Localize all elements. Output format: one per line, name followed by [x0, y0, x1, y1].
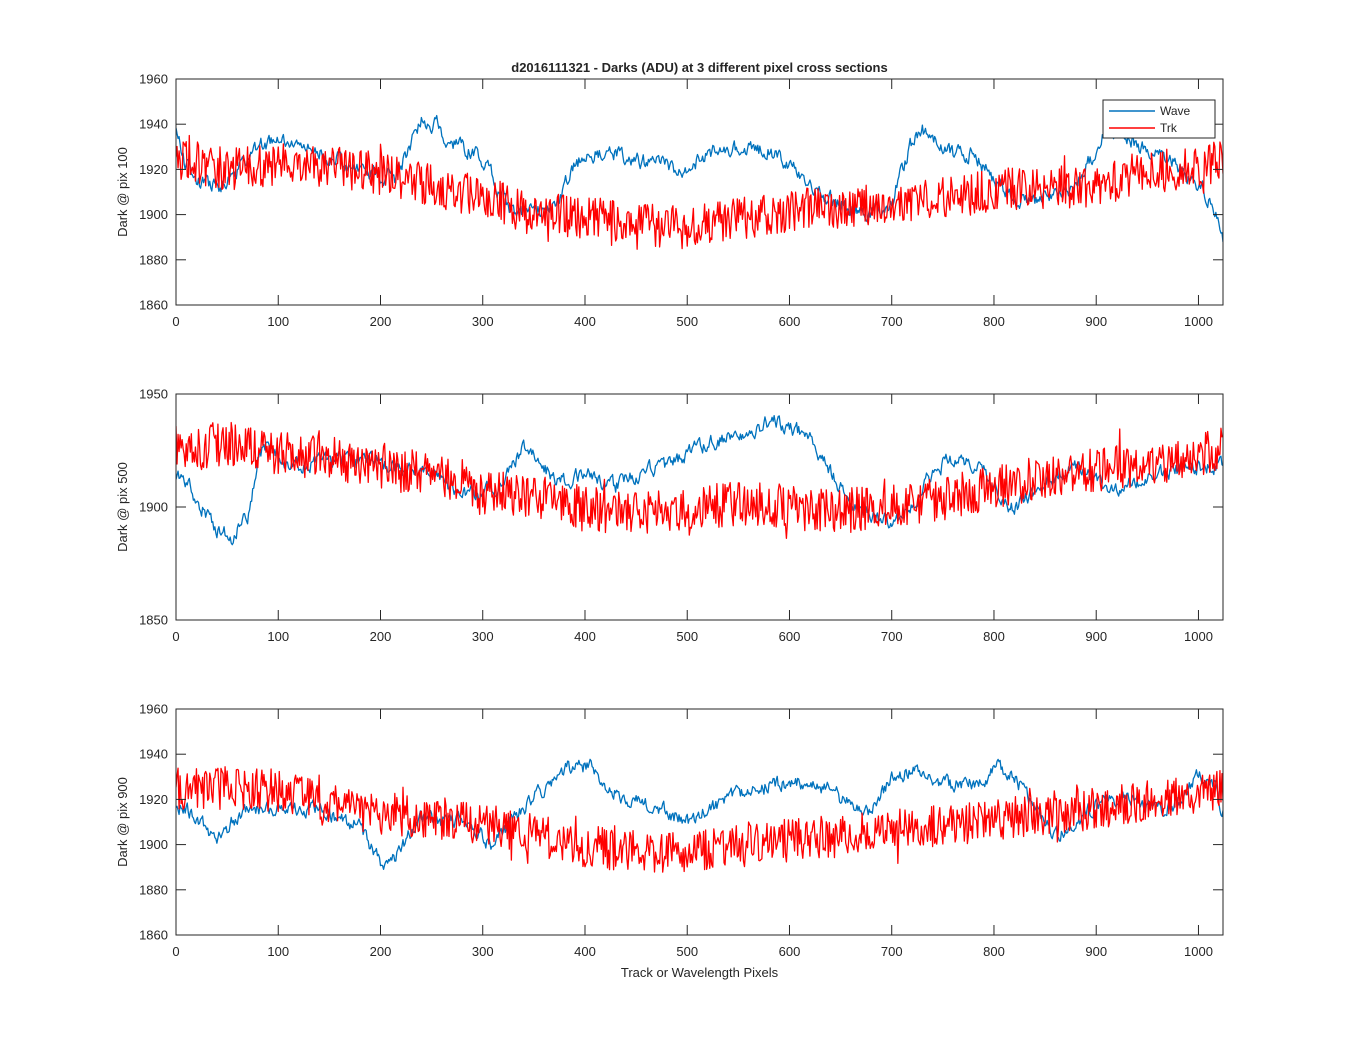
x-tick-label: 600 — [779, 629, 801, 644]
y-tick-label: 1920 — [139, 162, 168, 177]
y-axis-label: Dark @ pix 100 — [115, 147, 130, 237]
y-axis-label: Dark @ pix 500 — [115, 462, 130, 552]
x-tick-label: 200 — [370, 314, 392, 329]
x-tick-label: 1000 — [1184, 314, 1213, 329]
y-tick-label: 1940 — [139, 747, 168, 762]
x-tick-label: 800 — [983, 944, 1005, 959]
x-tick-label: 600 — [779, 314, 801, 329]
y-tick-label: 1920 — [139, 792, 168, 807]
x-tick-label: 1000 — [1184, 944, 1213, 959]
x-tick-label: 0 — [172, 314, 179, 329]
chart-title: d2016111321 - Darks (ADU) at 3 different… — [511, 60, 887, 75]
x-tick-label: 0 — [172, 629, 179, 644]
x-tick-label: 900 — [1085, 629, 1107, 644]
x-tick-label: 200 — [370, 629, 392, 644]
x-tick-label: 700 — [881, 944, 903, 959]
x-tick-label: 800 — [983, 629, 1005, 644]
legend: Wave Trk — [1102, 99, 1216, 139]
x-tick-label: 600 — [779, 944, 801, 959]
legend-label-wave: Wave — [1160, 104, 1191, 118]
x-tick-label: 500 — [676, 629, 698, 644]
x-tick-label: 0 — [172, 944, 179, 959]
y-tick-label: 1850 — [139, 613, 168, 628]
x-tick-label: 900 — [1085, 944, 1107, 959]
y-tick-label: 1900 — [139, 837, 168, 852]
x-tick-label: 100 — [267, 944, 289, 959]
x-axis-label: Track or Wavelength Pixels — [621, 965, 779, 980]
y-tick-label: 1900 — [139, 500, 168, 515]
y-tick-label: 1880 — [139, 882, 168, 897]
series-line-trk — [176, 421, 1223, 540]
chart-panel-3: 0 100 200 300 400 500 600 700 800 900 1000 1860 1880… — [115, 702, 1224, 980]
x-tick-label: 400 — [574, 944, 596, 959]
chart-panel-1: 0 100 200 300 400 500 600 700 800 900 1000 1860 1880… — [115, 60, 1224, 329]
x-tick-label: 300 — [472, 629, 494, 644]
series-line-trk — [176, 134, 1223, 250]
y-tick-label: 1940 — [139, 117, 168, 132]
y-tick-label: 1860 — [139, 928, 168, 943]
x-tick-label: 700 — [881, 314, 903, 329]
axes-box — [175, 78, 1224, 306]
x-tick-label: 1000 — [1184, 629, 1213, 644]
x-tick-label: 700 — [881, 629, 903, 644]
x-tick-label: 400 — [574, 314, 596, 329]
x-tick-label: 400 — [574, 629, 596, 644]
x-tick-label: 100 — [267, 629, 289, 644]
y-tick-label: 1960 — [139, 702, 168, 717]
legend-box — [1102, 99, 1216, 139]
y-tick-label: 1880 — [139, 252, 168, 267]
y-tick-label: 1960 — [139, 72, 168, 87]
axes-box — [175, 708, 1224, 936]
x-tick-label: 900 — [1085, 314, 1107, 329]
chart-panel-2: 0 100 200 300 400 500 600 700 800 900 1000 1850 1900… — [115, 387, 1224, 644]
y-tick-label: 1900 — [139, 207, 168, 222]
x-tick-label: 100 — [267, 314, 289, 329]
x-tick-label: 300 — [472, 314, 494, 329]
x-tick-label: 300 — [472, 944, 494, 959]
legend-label-trk: Trk — [1160, 121, 1178, 135]
x-tick-label: 500 — [676, 944, 698, 959]
y-tick-label: 1860 — [139, 298, 168, 313]
x-tick-label: 500 — [676, 314, 698, 329]
y-axis-label: Dark @ pix 900 — [115, 777, 130, 867]
x-tick-label: 800 — [983, 314, 1005, 329]
y-tick-label: 1950 — [139, 387, 168, 402]
x-tick-label: 200 — [370, 944, 392, 959]
series-line-trk — [176, 766, 1223, 873]
